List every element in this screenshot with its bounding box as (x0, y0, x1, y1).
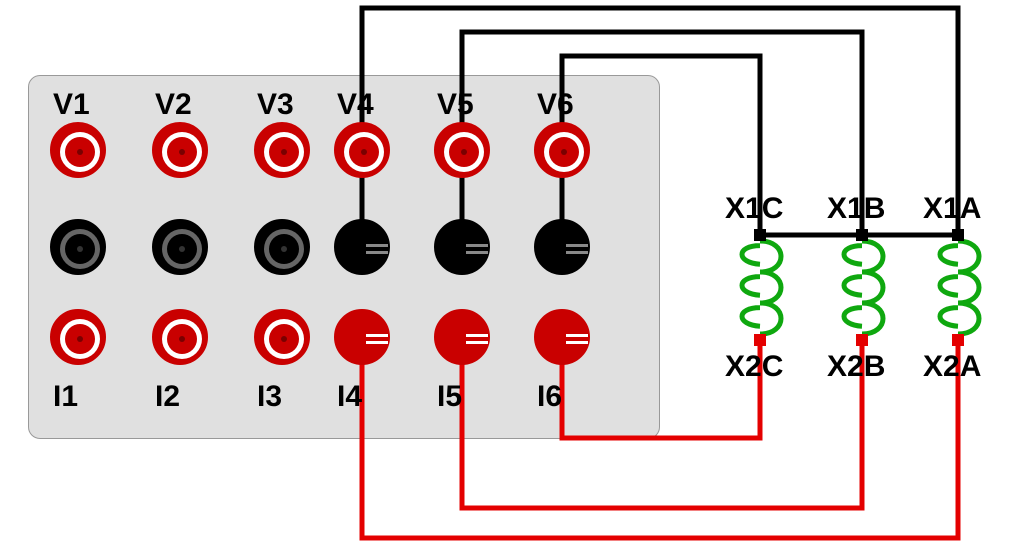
jack-top-5 (534, 122, 590, 178)
jack-label-I3: I3 (257, 380, 282, 414)
xfmr-label-X1C: X1C (725, 192, 783, 226)
jack-label-V3: V3 (257, 88, 294, 122)
jack-label-I4: I4 (337, 380, 362, 414)
jack-mid-0 (50, 219, 106, 275)
jack-label-I1: I1 (53, 380, 78, 414)
jack-label-I6: I6 (537, 380, 562, 414)
jack-top-0 (50, 122, 106, 178)
jack-label-V4: V4 (337, 88, 374, 122)
jack-bot-2 (254, 309, 310, 365)
jack-mid-3 (334, 219, 390, 275)
diagram-canvas: V1 V2 V3 V4 V5 V6 I1 I2 I3 I4 I5 I6 X1C X2C X1B X2B X1A X… (0, 0, 1023, 553)
jack-bot-0 (50, 309, 106, 365)
jack-label-V5: V5 (437, 88, 474, 122)
xfmr-label-X1A: X1A (923, 192, 981, 226)
jack-top-2 (254, 122, 310, 178)
jack-mid-4 (434, 219, 490, 275)
xfmr-label-X2A: X2A (923, 350, 981, 384)
jack-mid-5 (534, 219, 590, 275)
xfmr-label-X2B: X2B (827, 350, 885, 384)
jack-bot-4 (434, 309, 490, 365)
jack-mid-1 (152, 219, 208, 275)
jack-bot-1 (152, 309, 208, 365)
jack-top-3 (334, 122, 390, 178)
xfmr-label-X1B: X1B (827, 192, 885, 226)
jack-top-4 (434, 122, 490, 178)
jack-label-I5: I5 (437, 380, 462, 414)
jack-label-V2: V2 (155, 88, 192, 122)
jack-mid-2 (254, 219, 310, 275)
jack-bot-3 (334, 309, 390, 365)
jack-label-I2: I2 (155, 380, 180, 414)
jack-label-V1: V1 (53, 88, 90, 122)
jack-label-V6: V6 (537, 88, 574, 122)
jack-bot-5 (534, 309, 590, 365)
xfmr-label-X2C: X2C (725, 350, 783, 384)
jack-top-1 (152, 122, 208, 178)
